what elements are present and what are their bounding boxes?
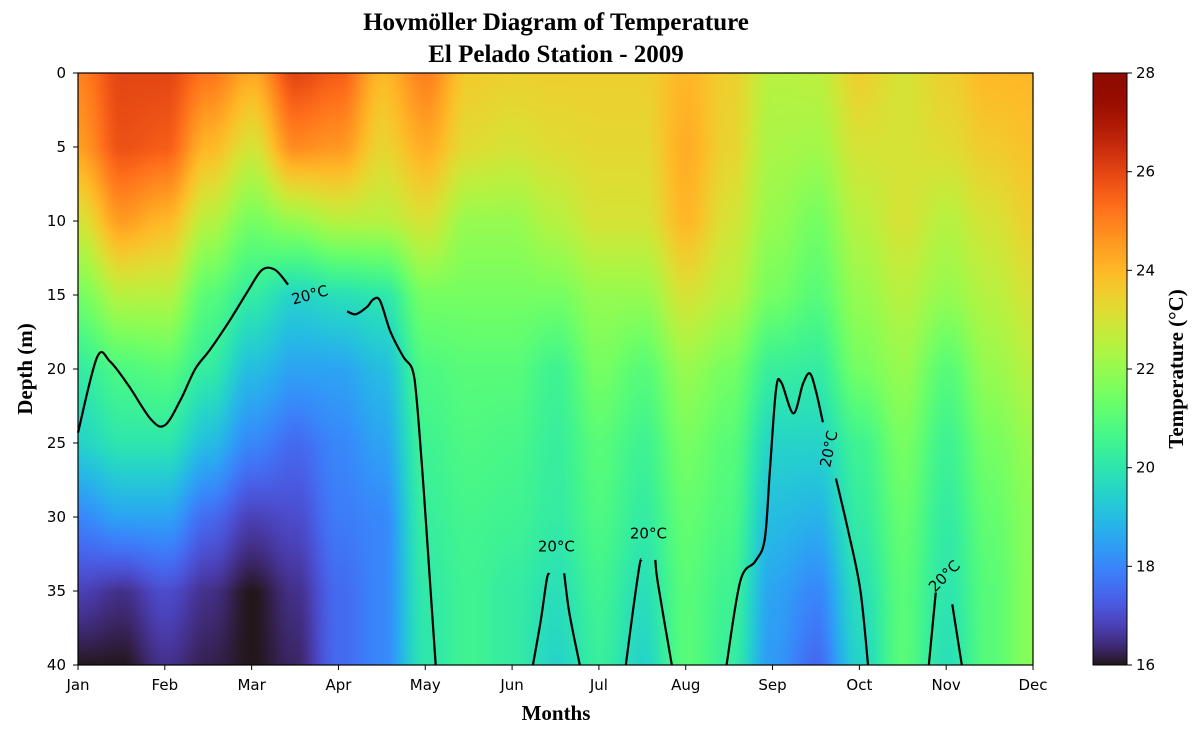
x-tick-label: Nov [932,676,961,694]
colorbar-tick-label: 24 [1136,261,1155,279]
contour-line [531,572,551,666]
contour-line [927,592,937,666]
contour-line [951,604,963,666]
contour-label: 20°C [925,557,964,596]
y-tick-label: 20 [47,360,66,378]
contour-label: 20°C [630,524,667,542]
colorbar-tick-label: 26 [1136,163,1155,181]
contour-line [834,478,870,666]
y-tick-label: 35 [47,582,66,600]
y-tick-label: 40 [47,656,66,674]
x-axis: Jan Feb Mar Apr May Jun Jul Aug Sep Oct Nov Dec [65,665,1048,694]
x-tick-label: Apr [325,676,352,694]
y-axis-label: Depth (m) [13,323,37,415]
y-tick-label: 25 [47,434,66,452]
x-tick-label: Aug [671,676,700,694]
contour-label: 20°C [290,282,330,309]
contour-line [654,559,673,666]
x-tick-label: Mar [237,676,266,694]
colorbar-tick-label: 16 [1136,656,1155,674]
y-tick-label: 0 [56,64,66,82]
chart-title: Hovmöller Diagram of Temperature [363,9,749,36]
colorbar-tick-label: 28 [1136,64,1155,82]
y-tick-label: 10 [47,212,66,230]
x-tick-label: Jan [65,676,89,694]
x-tick-label: May [410,676,441,694]
x-tick-label: Jun [499,676,523,694]
contour-line [76,266,289,433]
colorbar-gradient [1093,73,1127,665]
x-axis-label: Months [522,701,591,725]
x-tick-label: Dec [1018,676,1047,694]
x-tick-label: Oct [846,676,872,694]
contour-line [346,296,437,666]
y-axis: 0 5 10 15 20 25 30 35 40 [47,64,78,674]
contour-label: 20°C [816,429,841,469]
contour-20c: 20°C 20°C 20°C 20°C 20°C [76,266,964,666]
colorbar-tick-label: 20 [1136,459,1155,477]
colorbar-tick-label: 18 [1136,557,1155,575]
x-tick-label: Feb [152,676,179,694]
contour-line [725,372,824,666]
contour-line [563,573,581,666]
plot-frame [77,72,1034,666]
colorbar-axis: 16 18 20 22 24 26 28 [1127,64,1155,674]
contour-label: 20°C [538,538,575,556]
x-tick-label: Sep [758,676,786,694]
colorbar-frame [1092,72,1128,666]
y-tick-label: 30 [47,508,66,526]
x-tick-label: Jul [589,676,608,694]
temperature-heatmap [78,73,1033,665]
y-tick-label: 5 [56,138,66,156]
contour-line [624,558,643,666]
chart-subtitle: El Pelado Station - 2009 [428,41,684,68]
colorbar-tick-label: 22 [1136,360,1155,378]
y-tick-label: 15 [47,286,66,304]
colorbar-label: Temperature (°C) [1164,289,1188,448]
